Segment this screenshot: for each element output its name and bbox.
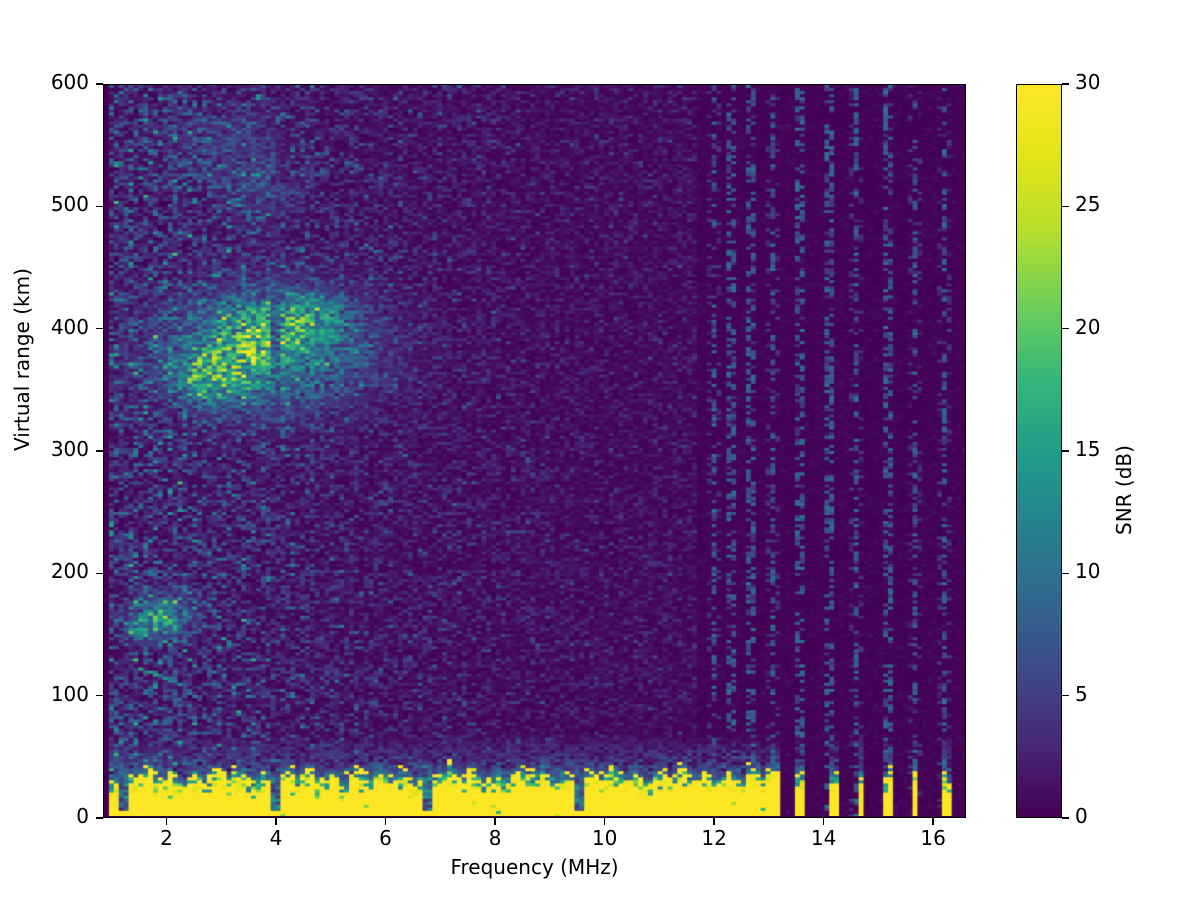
y-tick-label: 200 [50, 559, 89, 584]
ionogram-plot-area[interactable] [103, 84, 966, 818]
y-tick-mark [96, 572, 103, 574]
x-tick-mark [384, 818, 387, 825]
y-tick-label: 400 [50, 314, 89, 339]
x-tick-label: 16 [920, 826, 946, 850]
colorbar-tick-mark [1062, 450, 1069, 452]
y-tick-mark [96, 205, 103, 207]
y-tick-label: 100 [50, 681, 89, 706]
y-tick-label: 600 [50, 70, 89, 94]
y-tick-label: 500 [50, 192, 89, 217]
x-tick-label: 12 [701, 826, 727, 850]
y-tick-mark [96, 83, 103, 85]
y-tick-label: 300 [50, 437, 89, 461]
colorbar-label: SNR (dB) [1112, 445, 1136, 535]
ionogram-heatmap [104, 85, 965, 816]
y-tick-mark [96, 328, 103, 330]
x-tick-label: 6 [379, 826, 392, 850]
colorbar-tick-label: 5 [1075, 681, 1088, 706]
colorbar-tick-mark [1062, 83, 1069, 85]
colorbar-tick-label: 0 [1075, 804, 1088, 828]
x-tick-label: 14 [810, 826, 837, 850]
colorbar-tick-mark [1062, 328, 1069, 330]
y-tick-label: 0 [76, 804, 89, 828]
x-tick-mark [165, 818, 168, 825]
y-tick-mark [96, 817, 103, 819]
colorbar-tick-mark [1062, 817, 1069, 819]
y-tick-mark [96, 695, 103, 697]
x-tick-label: 4 [269, 826, 283, 850]
x-tick-mark [494, 818, 496, 825]
colorbar-tick-mark [1062, 205, 1069, 207]
x-tick-mark [603, 818, 606, 825]
x-tick-mark [713, 818, 715, 825]
colorbar-tick-mark [1062, 572, 1069, 574]
y-axis-label: Virtual range (km) [10, 268, 34, 451]
colorbar-tick-mark [1062, 695, 1069, 697]
x-tick-mark [822, 818, 825, 825]
colorbar-tick-label: 10 [1075, 559, 1101, 584]
y-tick-mark [96, 450, 103, 452]
x-tick-label: 10 [591, 826, 618, 850]
colorbar[interactable] [1016, 84, 1062, 818]
colorbar-tick-label: 15 [1075, 437, 1101, 461]
colorbar-tick-label: 20 [1075, 314, 1101, 339]
x-tick-mark [932, 818, 934, 825]
x-tick-label: 2 [160, 826, 173, 850]
colorbar-tick-label: 30 [1075, 70, 1101, 94]
colorbar-tick-label: 25 [1075, 192, 1101, 217]
x-tick-mark [275, 818, 277, 825]
x-axis-label: Frequency (MHz) [450, 855, 619, 879]
x-tick-label: 8 [488, 826, 502, 850]
colorbar-gradient [1017, 85, 1061, 817]
